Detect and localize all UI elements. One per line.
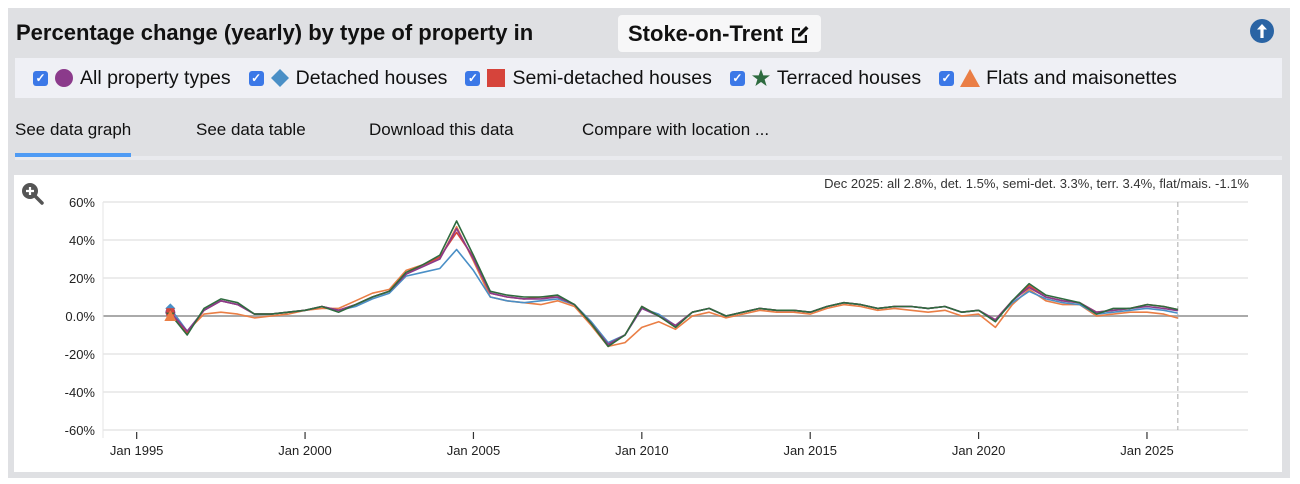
legend-label: Semi-detached houses [512,66,712,89]
checkbox[interactable]: ✓ [729,70,745,86]
legend-label: Detached houses [295,66,448,89]
y-tick-label: 20% [69,271,95,286]
x-tick-label: Jan 2000 [278,443,332,458]
y-tick-label: 40% [69,233,95,248]
checkbox[interactable]: ✓ [33,70,48,86]
series-line-flats-and-maisonettes [169,225,1179,348]
x-tick-label: Jan 2010 [615,443,669,458]
y-tick-label: 0.0% [65,309,95,324]
tab-see-data-table[interactable]: See data table [196,120,306,139]
arrow-up-circle-icon[interactable] [1250,19,1274,43]
x-tick-label: Jan 2020 [952,443,1006,458]
location-selector[interactable]: Stoke-on-Trent [618,15,822,52]
checkbox[interactable]: ✓ [939,70,955,86]
chart-annotation: Dec 2025: all 2.8%, det. 1.5%, semi-det.… [824,176,1249,191]
checkbox[interactable]: ✓ [248,70,264,86]
series-legend: ✓ All property types ✓ Detached houses ✓ Semi… [15,58,1282,98]
y-tick-label: -60% [65,423,96,438]
legend-item-detached-houses[interactable]: ✓ Detached houses [248,66,448,90]
page-title: Percentage change (yearly) by type of pr… [16,20,534,45]
tab-compare-location[interactable]: Compare with location ... [582,120,770,139]
star-marker-icon [751,69,770,86]
triangle-marker-icon [960,69,981,87]
location-name: Stoke-on-Trent [628,20,784,46]
y-tick-label: 60% [69,195,95,210]
legend-label: Terraced houses [776,66,922,89]
tab-download-data[interactable]: Download this data [369,120,514,139]
zoom-in-icon[interactable] [22,183,44,205]
x-tick-label: Jan 2005 [447,443,501,458]
tab-bar: See data graph See data table Download t… [15,118,1282,160]
legend-item-semi-detached-houses[interactable]: ✓ Semi-detached houses [465,66,712,90]
x-tick-label: Jan 1995 [110,443,164,458]
edit-icon[interactable] [789,23,811,45]
legend-item-flats-and-maisonettes[interactable]: ✓ Flats and maisonettes [939,67,1177,90]
start-marker [164,310,177,321]
chart-area: Dec 2025: all 2.8%, det. 1.5%, semi-det.… [14,175,1282,472]
checkbox[interactable]: ✓ [465,70,481,86]
diamond-marker-icon [270,69,289,87]
legend-item-all-property-types[interactable]: ✓ All property types [33,67,231,90]
tab-see-data-graph[interactable]: See data graph [15,120,132,157]
legend-label: All property types [80,66,231,89]
square-marker-icon [487,69,506,87]
legend-item-terraced-houses[interactable]: ✓ Terraced houses [729,66,922,90]
y-tick-label: -20% [65,347,96,362]
legend-label: Flats and maisonettes [986,66,1177,89]
y-tick-label: -40% [65,385,96,400]
circle-marker-icon [55,69,73,87]
x-tick-label: Jan 2015 [783,443,837,458]
line-chart: Dec 2025: all 2.8%, det. 1.5%, semi-det.… [22,176,1249,458]
series-line-terraced-houses [169,220,1178,348]
x-tick-label: Jan 2025 [1120,443,1174,458]
